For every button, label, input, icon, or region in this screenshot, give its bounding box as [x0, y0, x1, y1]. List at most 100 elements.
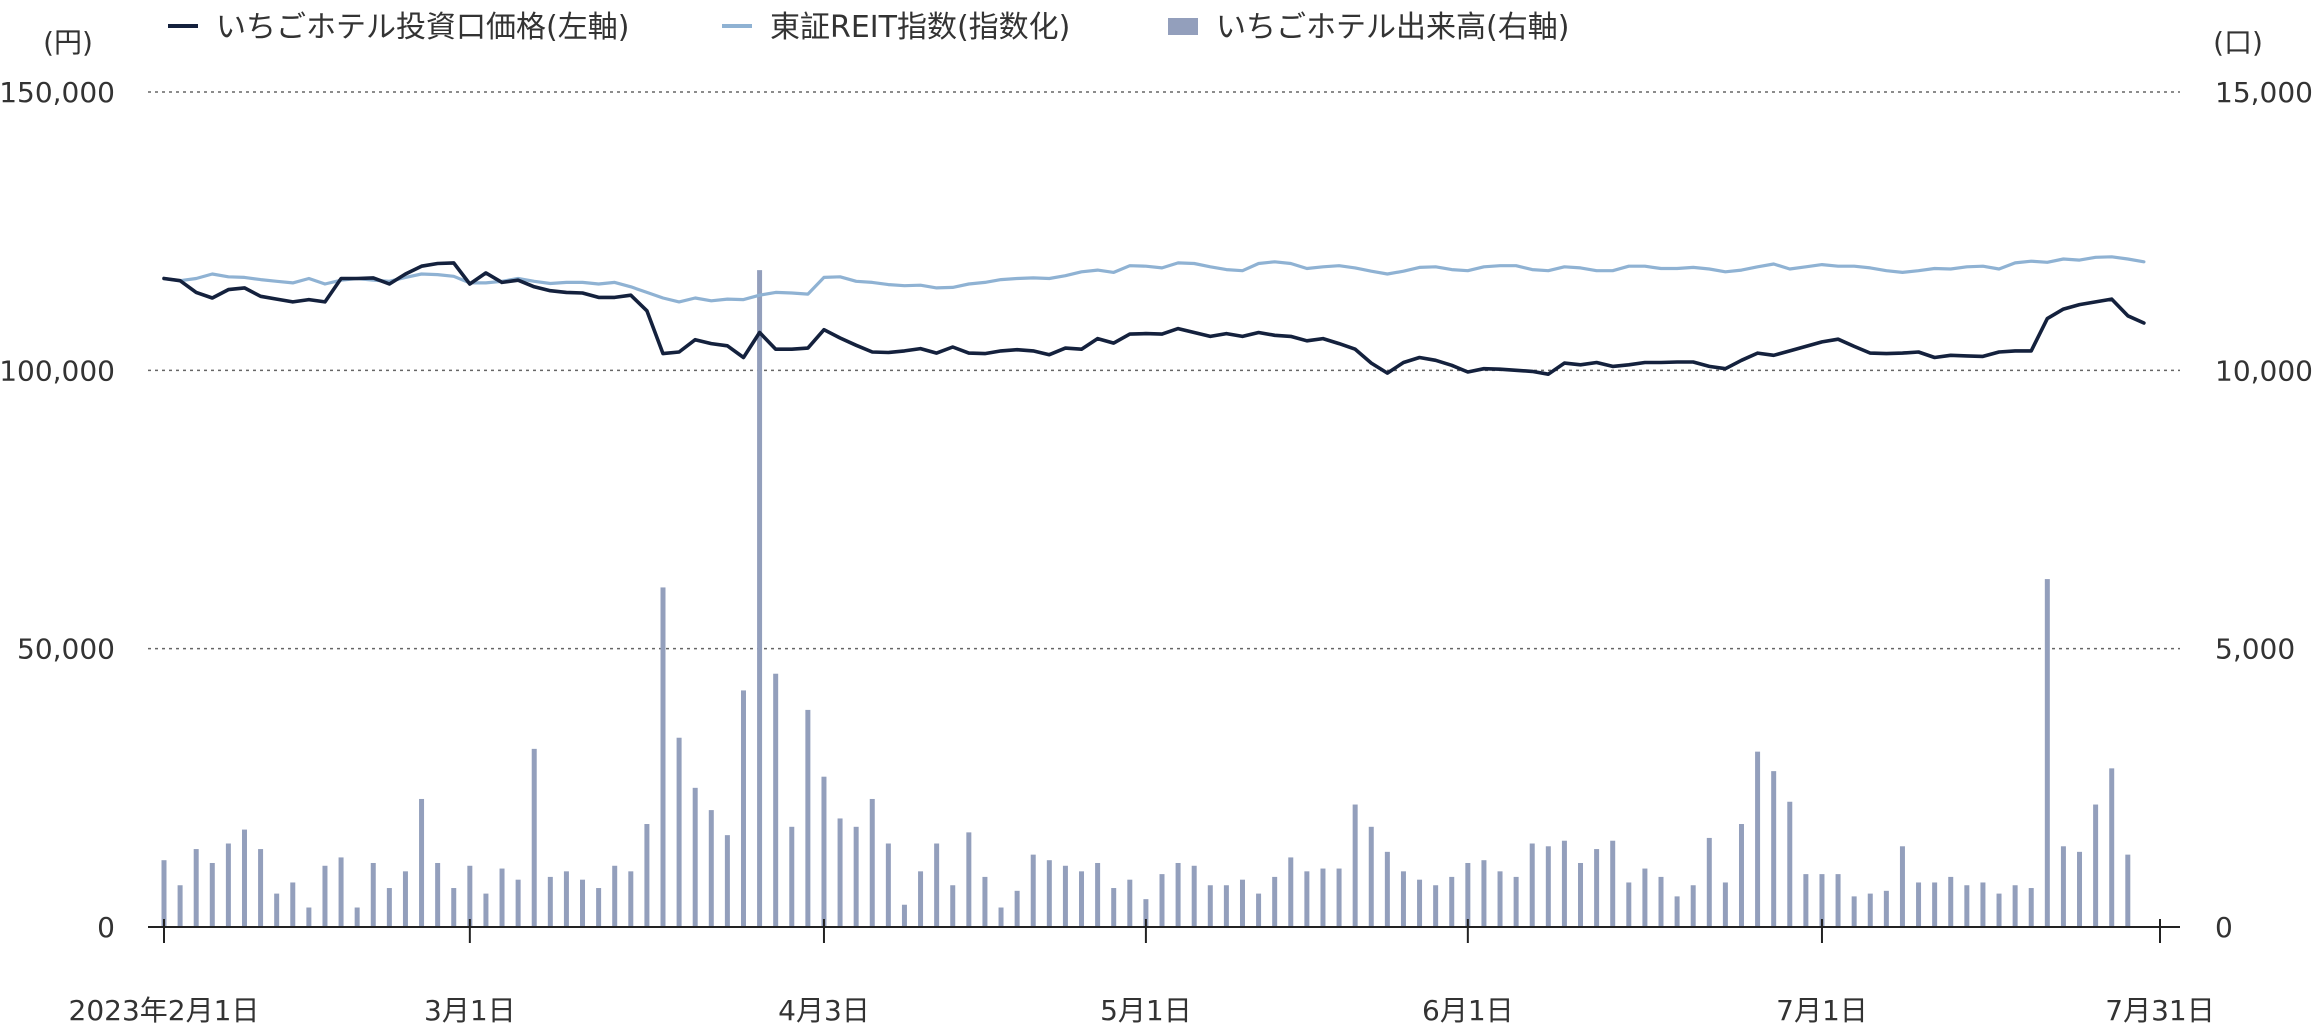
volume-bar [2028, 888, 2034, 927]
reit-index-line [162, 255, 2146, 304]
volume-bar [821, 776, 827, 927]
volume-bar [628, 871, 634, 927]
x-tick-label: 6月1日 [1422, 994, 1514, 1027]
volume-bar [805, 709, 811, 927]
volume-bar [676, 737, 682, 927]
volume-bar [740, 690, 746, 927]
volume-bar [918, 871, 924, 927]
volume-bar [1738, 824, 1744, 927]
price-line [162, 261, 2146, 377]
volume-bar [2109, 768, 2115, 927]
volume-bar [885, 843, 891, 927]
volume-bar [1384, 851, 1390, 927]
volume-bar [1545, 846, 1551, 927]
volume-bar [789, 826, 795, 927]
volume-bar [290, 882, 296, 927]
volume-bar [1336, 868, 1342, 927]
left-tick-label: 0 [97, 911, 115, 944]
volume-bar [1288, 857, 1294, 927]
volume-bar [419, 798, 425, 927]
volume-bar [1610, 840, 1616, 927]
volume-bar [612, 865, 618, 927]
volume-bar [1835, 874, 1841, 927]
volume-bar [177, 885, 183, 927]
volume-bar [386, 888, 392, 927]
legend-swatch-volume [1168, 18, 1198, 35]
volume-bar [1674, 896, 1680, 927]
volume-bar [1256, 893, 1262, 927]
left-tick-label: 100,000 [0, 354, 115, 387]
volume-bar [1883, 890, 1889, 927]
left-tick-label: 50,000 [17, 633, 115, 666]
right-tick-label: 10,000 [2215, 354, 2313, 387]
volume-bar [1626, 882, 1632, 927]
volume-bar [1529, 843, 1535, 927]
volume-bar [1642, 868, 1648, 927]
volume-bar [1787, 801, 1793, 927]
left-axis-unit: (円) [43, 26, 93, 59]
volume-bar [580, 879, 586, 927]
volume-bar [1851, 896, 1857, 927]
volume-bar [209, 862, 215, 927]
volume-bar [1722, 882, 1728, 927]
right-axis-unit: (口) [2213, 26, 2263, 59]
volume-bar [2012, 885, 2018, 927]
volume-bar [563, 871, 569, 927]
right-tick-label: 0 [2215, 911, 2233, 944]
volume-bar [1272, 876, 1278, 927]
volume-bar [1046, 860, 1052, 927]
volume-bar [596, 888, 602, 927]
volume-bar [1159, 874, 1165, 927]
volume-bar [853, 826, 859, 927]
volume-bar [1690, 885, 1696, 927]
volume-bar [837, 818, 843, 927]
x-axis: 2023年2月1日 3月1日 4月3日 5月1日 6月1日 7月1日 7月31日 [69, 919, 2215, 1027]
volume-bar [1706, 837, 1712, 927]
volume-bar [660, 587, 666, 927]
volume-bar [1819, 874, 1825, 927]
volume-bar [2077, 851, 2083, 927]
volume-bar [1465, 862, 1471, 927]
volume-bar [547, 876, 553, 927]
volume-bars [161, 270, 2131, 928]
volume-bar [515, 879, 521, 927]
volume-bar [1481, 860, 1487, 927]
price-lines [162, 255, 2146, 377]
volume-bar [1417, 879, 1423, 927]
volume-bar [1658, 876, 1664, 927]
volume-bar [950, 885, 956, 927]
x-tick-label: 7月1日 [1776, 994, 1868, 1027]
volume-bar [1755, 751, 1761, 927]
volume-bar [1867, 893, 1873, 927]
volume-bar [1449, 876, 1455, 927]
volume-bar [402, 871, 408, 927]
volume-bar [1578, 862, 1584, 927]
volume-bar [1207, 885, 1213, 927]
volume-bar [1175, 862, 1181, 927]
volume-bar [1079, 871, 1085, 927]
volume-bar [483, 893, 489, 927]
volume-bar [1304, 871, 1310, 927]
volume-bar [1368, 826, 1374, 927]
volume-bar [1594, 849, 1600, 927]
volume-bar [1191, 865, 1197, 927]
right-axis-ticks: 15,000 10,000 5,000 0 [2215, 76, 2313, 944]
volume-bar [1014, 890, 1020, 927]
legend-label-price: いちごホテル投資口価格(左軸) [216, 10, 629, 45]
volume-bar [161, 860, 167, 927]
volume-bar [1497, 871, 1503, 927]
volume-bar [998, 907, 1004, 927]
volume-bar [258, 849, 264, 927]
volume-bar [2060, 846, 2066, 927]
volume-bar [1111, 888, 1117, 927]
volume-bar [1143, 899, 1149, 927]
x-tick-label: 7月31日 [2105, 994, 2214, 1027]
x-tick-label: 4月3日 [778, 994, 870, 1027]
volume-bar [1030, 854, 1036, 927]
volume-bar [934, 843, 940, 927]
volume-bar [1996, 893, 2002, 927]
volume-bar [1561, 840, 1567, 927]
volume-bar [982, 876, 988, 927]
volume-bar [1916, 882, 1922, 927]
